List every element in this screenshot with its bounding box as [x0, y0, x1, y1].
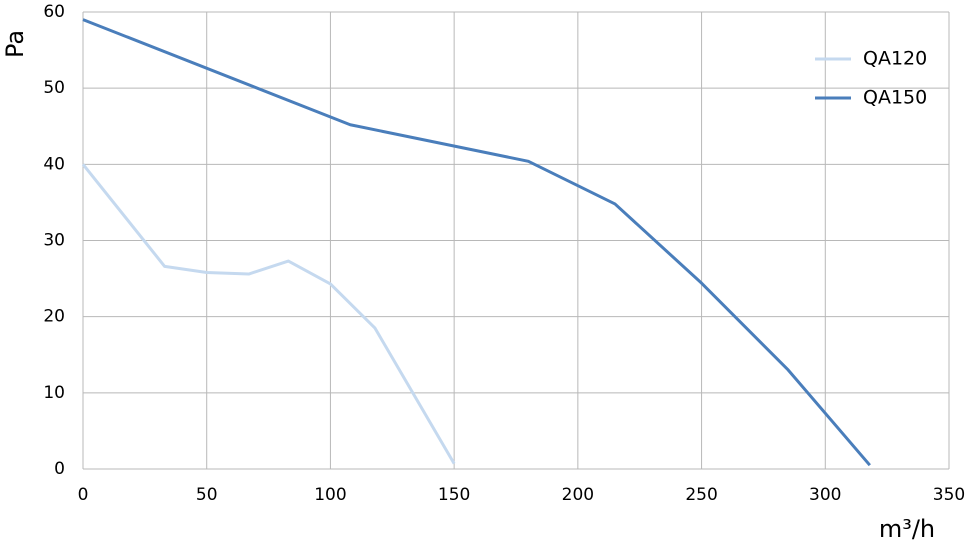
x-tick-label: 300 — [809, 485, 841, 505]
series-line — [82, 18, 871, 467]
y-axis-label: Pa — [1, 30, 29, 58]
y-tick-label: 20 — [43, 307, 65, 327]
y-tick-label: 60 — [43, 2, 65, 22]
x-tick-label: 350 — [933, 485, 965, 505]
y-tick-label: 40 — [43, 154, 65, 174]
x-tick-label: 150 — [438, 485, 470, 505]
x-tick-label: 200 — [562, 485, 594, 505]
legend-label: QA120 — [863, 48, 927, 70]
x-tick-label: 250 — [685, 485, 717, 505]
y-tick-label: 30 — [43, 231, 65, 251]
y-tick-label: 50 — [43, 78, 65, 98]
x-tick-label: 100 — [314, 485, 346, 505]
y-tick-label: 10 — [43, 383, 65, 403]
x-tick-label: 0 — [78, 485, 89, 505]
x-axis-label: m³/h — [879, 515, 935, 543]
y-tick-label: 0 — [54, 459, 65, 479]
legend-label: QA150 — [863, 87, 927, 109]
x-tick-label: 50 — [196, 485, 218, 505]
series-line — [81, 163, 456, 465]
